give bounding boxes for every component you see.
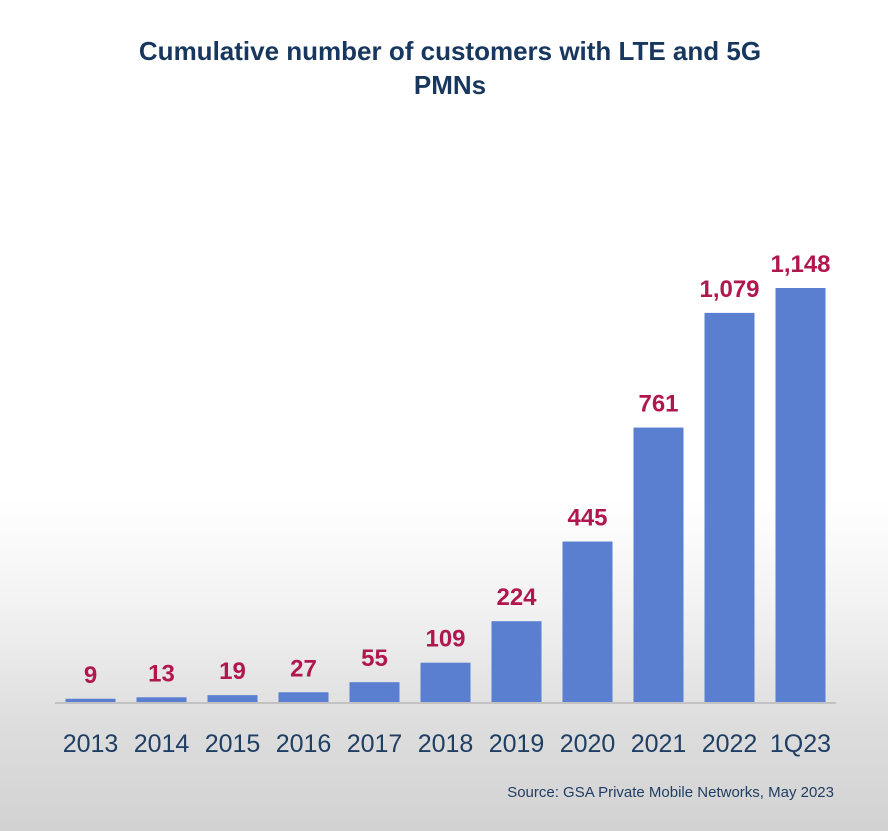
bar-2017 — [349, 682, 400, 702]
bar-2019 — [491, 621, 542, 702]
bar-2014 — [136, 697, 187, 702]
x-tick-label-2016: 2016 — [276, 730, 332, 758]
source-note: Source: GSA Private Mobile Networks, May… — [507, 784, 834, 801]
bar-2016 — [278, 692, 329, 702]
value-label-1Q23: 1,148 — [770, 251, 830, 278]
value-label-2019: 224 — [496, 584, 537, 611]
bar-2018 — [420, 662, 471, 702]
x-tick-label-2013: 2013 — [63, 730, 119, 758]
value-label-2014: 13 — [148, 660, 175, 687]
bar-2015 — [207, 695, 258, 702]
x-tick-label-2014: 2014 — [134, 730, 190, 758]
value-label-2018: 109 — [425, 626, 465, 653]
bar-2021 — [633, 427, 684, 702]
chart-title-line-1: Cumulative number of customers with LTE … — [138, 36, 762, 66]
value-label-2017: 55 — [361, 645, 388, 672]
value-label-2022: 1,079 — [699, 276, 759, 303]
value-label-2015: 19 — [219, 658, 246, 685]
x-tick-label-2020: 2020 — [560, 730, 616, 758]
bar-2020 — [562, 541, 613, 702]
x-tick-label-2015: 2015 — [205, 730, 261, 758]
value-label-2016: 27 — [290, 655, 317, 682]
value-label-2020: 445 — [567, 505, 607, 532]
x-tick-label-2021: 2021 — [631, 730, 687, 758]
value-label-2021: 761 — [638, 391, 678, 418]
x-tick-label-2017: 2017 — [347, 730, 403, 758]
x-tick-label-2019: 2019 — [489, 730, 545, 758]
x-tick-label-1Q23: 1Q23 — [770, 730, 831, 758]
bar-2013 — [65, 698, 116, 702]
value-label-2013: 9 — [84, 662, 97, 689]
bar-1Q23 — [775, 288, 826, 702]
bar-2022 — [704, 312, 755, 702]
chart-title-line-2: PMNs — [413, 70, 487, 100]
x-tick-label-2018: 2018 — [418, 730, 474, 758]
x-tick-label-2022: 2022 — [702, 730, 758, 758]
chart-title: Cumulative number of customers with LTE … — [0, 34, 888, 102]
